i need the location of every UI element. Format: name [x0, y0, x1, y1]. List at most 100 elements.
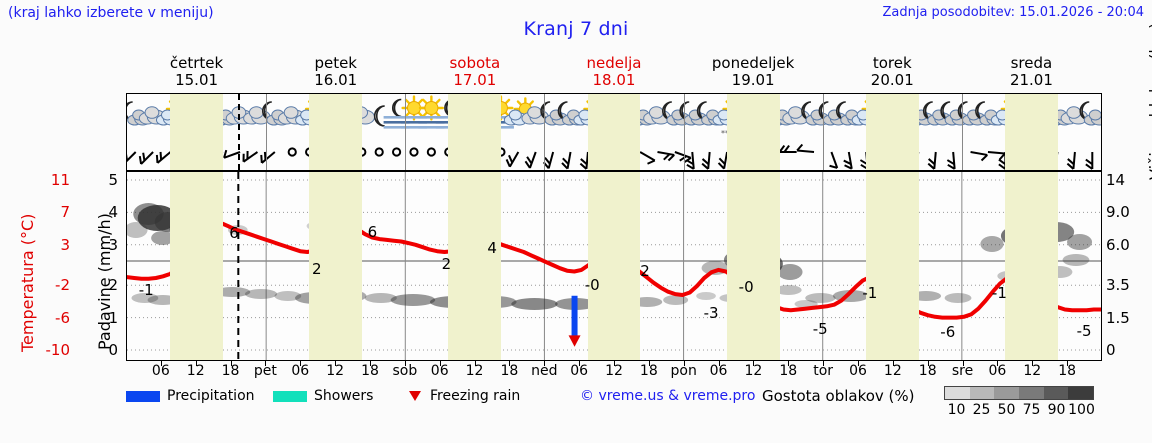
- scale-step-100: [1068, 387, 1094, 399]
- time-tick-label: sob: [392, 363, 418, 379]
- day-date: 16.01: [314, 71, 358, 89]
- cloud-density-blob: [696, 292, 716, 300]
- time-tick-mark: [579, 361, 581, 366]
- cloud-density-step-50: 50: [997, 402, 1016, 418]
- cloud-height-tick-0: 0: [1106, 341, 1116, 359]
- cloud-density-step-25: 25: [972, 402, 991, 418]
- cloud-height-tick-14: 14: [1106, 171, 1126, 189]
- precipitation-axis-title: Padavine (mm/h): [95, 213, 114, 350]
- time-tick-mark: [509, 361, 511, 366]
- time-tick-label: 06: [430, 363, 449, 379]
- precipitation-tick-4: 4: [108, 203, 118, 222]
- time-tick-mark: [962, 361, 964, 366]
- current-time-line: [238, 94, 241, 170]
- day-name: petek: [314, 54, 357, 72]
- wind-barb: [374, 147, 384, 157]
- temperature-label: 4: [487, 239, 497, 257]
- cloud-density-blob: [511, 298, 558, 310]
- time-tick-mark: [718, 361, 720, 366]
- precipitation-swatch: [126, 390, 160, 402]
- scale-step-25: [969, 387, 995, 399]
- cloud-density-blob: [131, 293, 159, 303]
- location-menu-note[interactable]: (kraj lahko izberete v meniju): [8, 5, 214, 21]
- wind-barb: [426, 147, 436, 157]
- cloud-density-blob: [774, 285, 802, 295]
- time-tick-mark: [544, 361, 546, 366]
- cloud-height-tick-3.5: 3.5: [1106, 276, 1130, 295]
- daylight-band: [448, 172, 502, 360]
- time-tick-label: pon: [670, 363, 697, 379]
- scale-step-50: [994, 387, 1020, 399]
- scale-step-75: [1019, 387, 1044, 399]
- cloud-density-step-100: 100: [1068, 402, 1095, 418]
- day-date: 21.01: [1009, 71, 1053, 89]
- temperature-tick--6: -6: [55, 308, 70, 327]
- time-tick-label: 18: [221, 363, 240, 379]
- showers-swatch: [273, 390, 307, 402]
- cloud-density-step-90: 90: [1047, 402, 1066, 418]
- time-tick-mark: [300, 361, 302, 366]
- time-tick-mark: [648, 361, 650, 366]
- temperature-label: 2: [640, 261, 650, 280]
- precipitation-tick-3: 3: [108, 235, 118, 254]
- day-name: ponedeljek: [711, 54, 795, 72]
- day-separator: [822, 94, 824, 170]
- freezing-rain-marker: [568, 335, 581, 347]
- wind-barb: [685, 151, 695, 170]
- wind-barb: [946, 151, 956, 170]
- temperature-label: -0: [738, 277, 754, 296]
- day-name: torek: [872, 54, 912, 72]
- cloud-density-step-75: 75: [1022, 402, 1041, 418]
- temperature-label: -5: [1076, 321, 1092, 340]
- wind-barb: [927, 151, 937, 170]
- weather-symbol: [373, 105, 385, 127]
- time-tick-label: tor: [813, 363, 834, 379]
- legend-precipitation: Precipitation: [126, 388, 255, 404]
- time-tick-mark: [439, 361, 441, 366]
- weather-symbol: [818, 101, 847, 126]
- temperature-axis-title: Temperatura (°C): [18, 213, 37, 352]
- precipitation-tick-2: 2: [108, 276, 118, 295]
- wind-barb: [717, 151, 729, 170]
- time-tick-label: 12: [744, 363, 763, 379]
- wind-barb: [223, 149, 241, 159]
- time-tick-label: 06: [291, 363, 310, 379]
- time-tick-mark: [683, 361, 685, 366]
- time-tick-mark: [892, 361, 894, 366]
- daylight-band: [726, 94, 780, 170]
- legend-showers: Showers: [273, 388, 373, 404]
- day-header-1: četrtek 15.01: [127, 55, 266, 89]
- time-tick-label: 06: [849, 363, 867, 379]
- daylight-band: [865, 94, 919, 170]
- day-date: 20.01: [870, 71, 914, 89]
- wind-barb: [796, 143, 815, 153]
- time-tick-label: 12: [465, 363, 484, 379]
- cloud-density-blob: [944, 293, 972, 303]
- legend-freezing-rain-label: Freezing rain: [430, 388, 521, 404]
- cloud-density-blob: [214, 287, 251, 297]
- time-tick-mark: [753, 361, 755, 366]
- day-header-6: torek 20.01: [823, 55, 962, 89]
- cloud-density-blob: [244, 289, 278, 299]
- time-tick-label: pet: [253, 363, 277, 379]
- time-tick-mark: [614, 361, 615, 366]
- time-tick-mark: [195, 361, 197, 366]
- wind-barb: [524, 151, 537, 169]
- time-tick-mark: [858, 361, 859, 366]
- temperature-tick-3: 3: [60, 235, 70, 254]
- weather-symbol: [418, 95, 445, 129]
- precipitation-tick-0: 0: [108, 341, 118, 359]
- temperature-label: -0: [584, 276, 600, 295]
- wind-barb: [987, 151, 1006, 161]
- temperature-label: -6: [940, 323, 956, 342]
- day-name: četrtek: [169, 54, 224, 72]
- scale-step-90: [1043, 387, 1069, 399]
- time-tick-mark: [823, 361, 825, 366]
- legend-freezing-rain: Freezing rain: [409, 388, 520, 404]
- day-separator: [266, 94, 268, 170]
- copyright-link[interactable]: © vreme.us & vreme.pro: [580, 388, 756, 404]
- time-tick-label: ned: [531, 363, 558, 379]
- daylight-band: [309, 94, 363, 170]
- legend-precipitation-label: Precipitation: [167, 388, 255, 404]
